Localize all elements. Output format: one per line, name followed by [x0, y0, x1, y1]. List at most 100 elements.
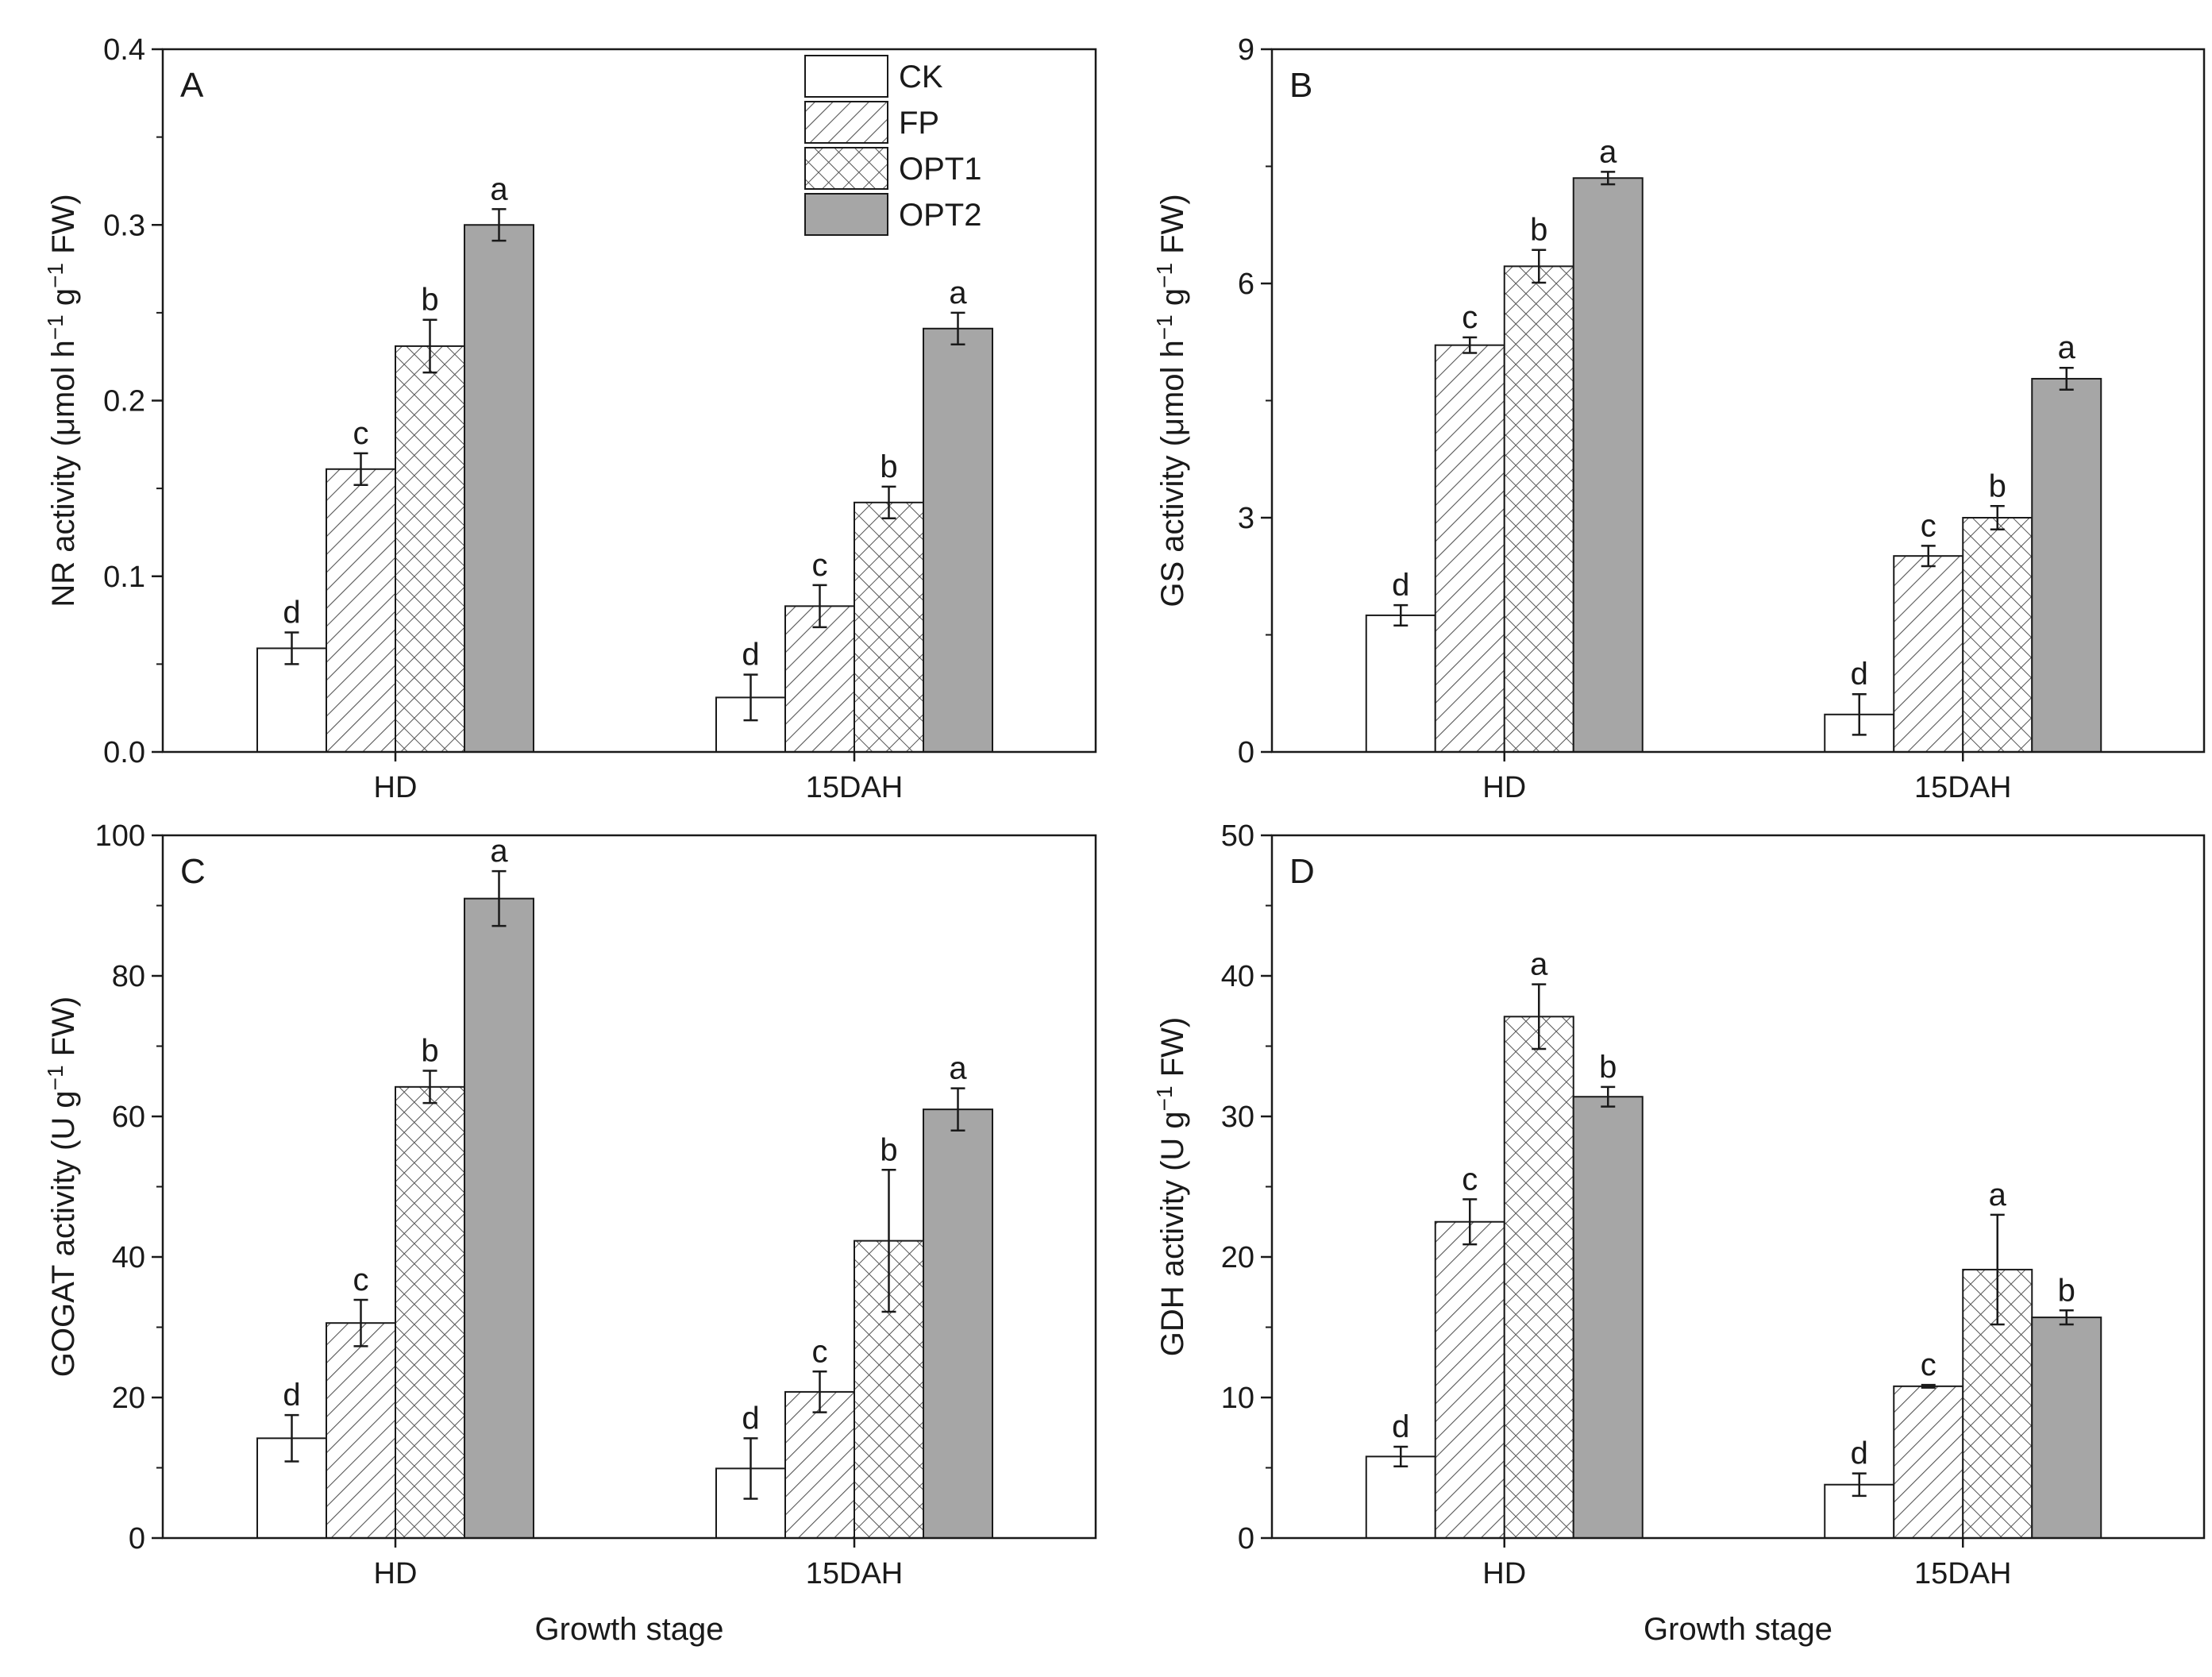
bar-fp-hd [1434, 344, 1505, 753]
significance-letter: a [1599, 134, 1617, 169]
significance-letter: a [1989, 1178, 2007, 1212]
bar-opt1-hd [395, 345, 465, 753]
legend-label-opt2: OPT2 [899, 198, 981, 233]
panel-label: B [1289, 66, 1312, 105]
legend-swatch-fp [804, 101, 888, 144]
y-tick-label: 0.0 [103, 736, 145, 769]
panel-label: D [1289, 852, 1315, 891]
y-tick-label: 9 [1238, 33, 1254, 67]
legend: CK FP OPT1 OPT2 [804, 55, 981, 236]
significance-letter: b [880, 449, 897, 484]
significance-letter: b [880, 1132, 897, 1167]
bar-opt2-15dah [2031, 1317, 2102, 1539]
significance-letter: a [490, 172, 508, 206]
legend-label-ck: CK [899, 60, 943, 94]
y-tick-label: 100 [95, 819, 145, 853]
significance-letter: a [1530, 947, 1548, 982]
y-tick-label: 40 [1221, 960, 1254, 993]
x-tick-label: 15DAH [1914, 771, 2012, 804]
significance-letter: a [2058, 330, 2076, 365]
significance-letter: d [1392, 1409, 1409, 1444]
significance-letter: d [283, 596, 300, 630]
significance-letter: c [812, 548, 828, 583]
significance-letter: b [1530, 213, 1547, 248]
y-tick-label: 0 [1238, 736, 1254, 769]
bar-fp-15dah [784, 1390, 855, 1540]
bar-opt2-15dah [2031, 377, 2102, 753]
significance-letter: d [742, 1401, 759, 1436]
y-tick-label: 30 [1221, 1101, 1254, 1134]
bar-fp-15dah [1893, 1385, 1964, 1539]
significance-letter: d [283, 1378, 300, 1413]
bar-ck-hd [256, 647, 327, 754]
significance-letter: c [353, 1263, 369, 1297]
significance-letter: c [1921, 1347, 1936, 1382]
significance-letter: a [949, 276, 967, 310]
x-tick-label: HD [1482, 1557, 1526, 1590]
significance-letter: c [812, 1334, 828, 1369]
bar-fp-hd [1434, 1220, 1505, 1539]
y-tick-label: 10 [1221, 1382, 1254, 1415]
bar-fp-15dah [1893, 555, 1964, 754]
x-tick-label: HD [374, 1557, 418, 1590]
x-tick-label: HD [374, 771, 418, 804]
y-tick-label: 50 [1221, 819, 1254, 853]
y-tick-label: 40 [112, 1241, 145, 1274]
panel-c: d d c c b b a a 0 20 40 60 80 100 HD 15DAH C GOGAT activi… [43, 819, 1097, 1647]
x-axis-title: Growth stage [535, 1612, 724, 1647]
legend-label-fp: FP [899, 106, 939, 141]
panel-b: d d c c b b a a 0 3 6 9 HD 15DAH B GS activity (μmol h−… [1152, 33, 2206, 804]
y-axis-title: GS activity (μmol h−1 g−1 FW) [1152, 194, 1190, 607]
bar-ck-hd [1365, 614, 1436, 754]
bar-opt2-15dah [923, 327, 993, 754]
significance-letter: c [1921, 508, 1936, 543]
bar-opt1-15dah [854, 501, 924, 753]
significance-letter: b [1599, 1050, 1617, 1085]
y-tick-label: 0 [1238, 1522, 1254, 1556]
y-tick-label: 0.2 [103, 385, 145, 418]
y-tick-label: 0 [129, 1522, 145, 1556]
y-tick-label: 20 [1221, 1241, 1254, 1274]
y-tick-label: 80 [112, 960, 145, 993]
y-tick-label: 20 [112, 1382, 145, 1415]
y-tick-label: 0.3 [103, 209, 145, 242]
significance-letter: d [742, 638, 759, 673]
significance-letter: b [2058, 1273, 2075, 1308]
panel-a: d d c c b b a a 0.0 0.1 0.2 0.3 0.4 HD 15DAH A NR activi… [43, 33, 1097, 804]
significance-letter: b [1989, 468, 2006, 503]
bar-opt2-hd [464, 897, 534, 1539]
y-tick-label: 60 [112, 1101, 145, 1134]
bar-opt2-hd [464, 224, 534, 753]
panel-label: C [180, 852, 206, 891]
significance-letter: c [1462, 300, 1478, 335]
x-axis-title: Growth stage [1644, 1612, 1832, 1647]
bar-ck-hd [1365, 1455, 1436, 1539]
y-axis-title: GDH activity (U g−1 FW) [1152, 1017, 1190, 1357]
significance-letter: a [949, 1051, 967, 1086]
bar-opt2-15dah [923, 1108, 993, 1539]
legend-label-opt1: OPT1 [899, 152, 981, 187]
significance-letter: c [1462, 1162, 1478, 1197]
bar-opt2-hd [1572, 177, 1644, 753]
y-axis-title: NR activity (μmol h−1 g−1 FW) [43, 194, 81, 607]
significance-letter: d [1392, 568, 1409, 603]
y-tick-label: 6 [1238, 268, 1254, 301]
bar-opt1-15dah [1962, 517, 2033, 753]
y-tick-label: 3 [1238, 502, 1254, 535]
x-tick-label: 15DAH [806, 771, 904, 804]
legend-swatch-opt2 [804, 193, 888, 236]
x-tick-label: 15DAH [1914, 1557, 2012, 1590]
panel-label: A [180, 66, 204, 105]
significance-letter: c [353, 416, 369, 451]
legend-swatch-opt1 [804, 147, 888, 190]
significance-letter: a [490, 834, 508, 869]
y-tick-label: 0.1 [103, 561, 145, 594]
significance-letter: b [421, 1033, 438, 1068]
legend-swatch-ck [804, 55, 888, 98]
bar-fp-hd [326, 1322, 396, 1539]
bar-opt1-hd [395, 1085, 465, 1539]
y-axis-title: GOGAT activity (U g−1 FW) [43, 997, 81, 1377]
bar-fp-hd [326, 468, 396, 753]
significance-letter: d [1851, 657, 1868, 692]
